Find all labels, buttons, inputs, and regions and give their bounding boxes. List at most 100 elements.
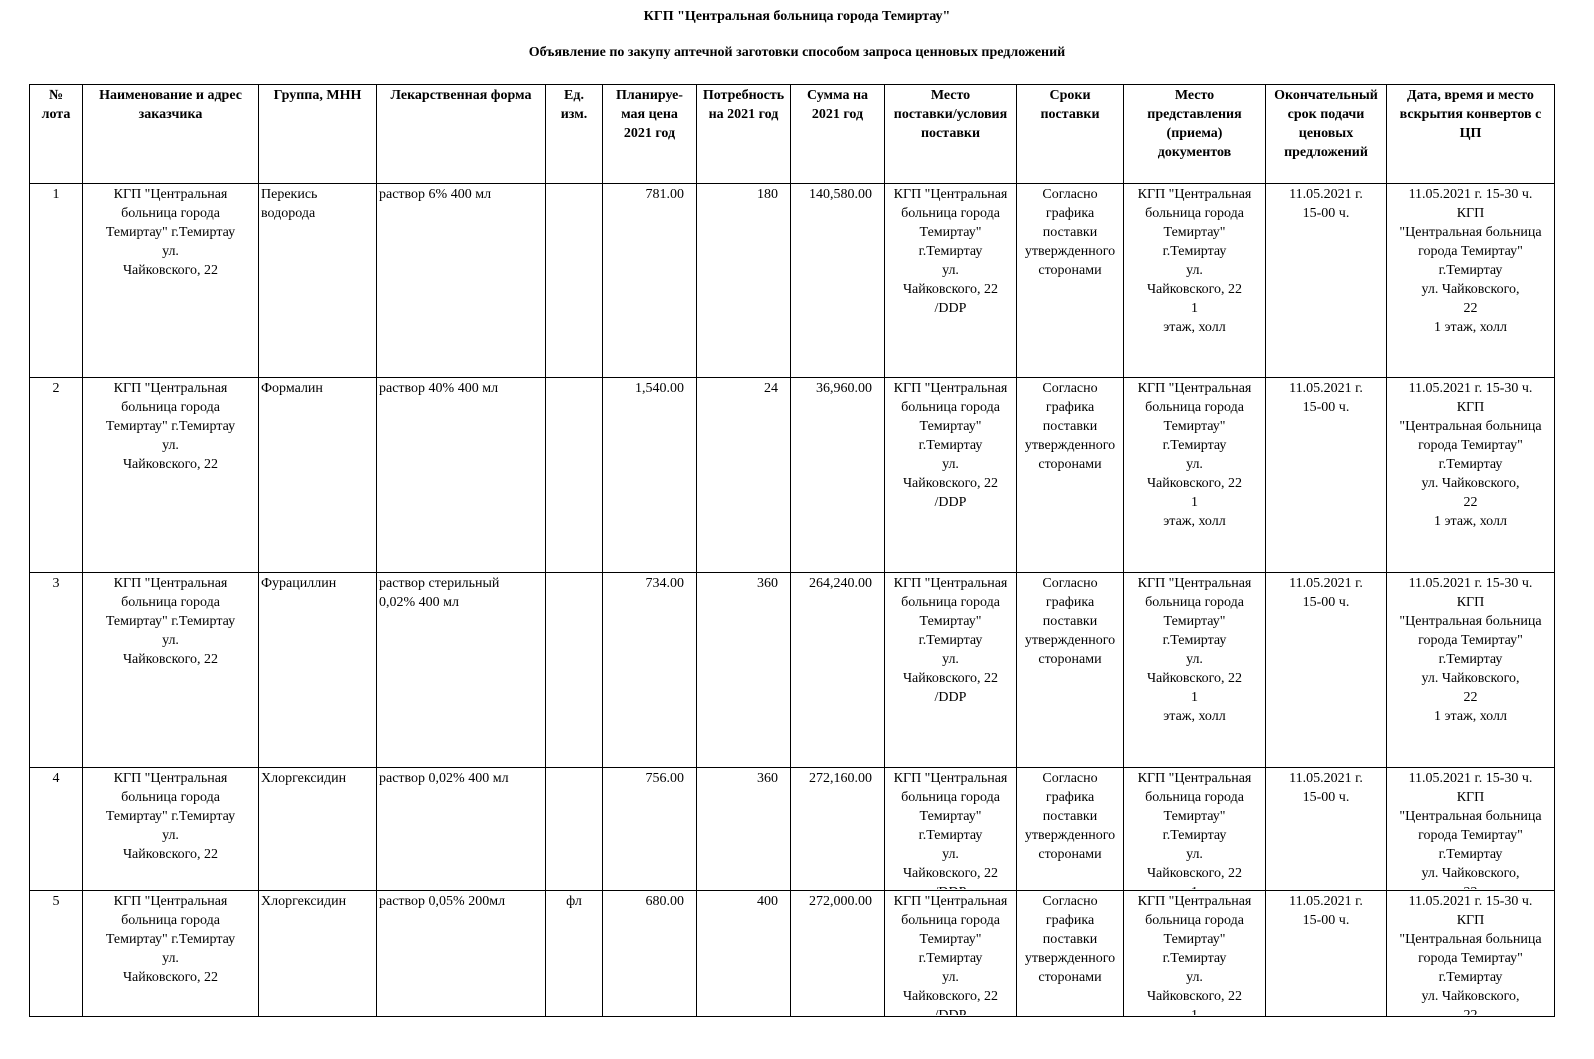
cell-text: раствор 6% 400 мл	[379, 187, 492, 202]
column-header: Сумма на 2021 год	[790, 84, 885, 184]
cell-text: раствор 0,05% 200мл	[379, 894, 506, 909]
cell-unit	[545, 572, 603, 768]
cell-sum: 272,160.00	[790, 767, 885, 891]
cell-text: 680.00	[645, 894, 685, 909]
cell-price: 781.00	[602, 183, 697, 378]
cell-opening: 11.05.2021 г. 15-30 ч. КГП "Центральная …	[1386, 890, 1555, 1017]
cell-text: 2	[52, 381, 60, 396]
cell-text: Согласно графика поставки утвержденного …	[1024, 894, 1116, 985]
cell-opening: 11.05.2021 г. 15-30 ч. КГП "Центральная …	[1386, 183, 1555, 378]
cell-text: 11.05.2021 г. 15-00 ч.	[1289, 894, 1363, 928]
cell-price: 680.00	[602, 890, 697, 1017]
table-row: 3 КГП "Центральная больница города Темирт…	[29, 572, 1555, 768]
cell-qty: 180	[696, 183, 791, 378]
cell-text: Согласно графика поставки утвержденного …	[1024, 381, 1116, 472]
cell-text: КГП "Центральная больница города Темирта…	[105, 381, 236, 472]
cell-text: 264,240.00	[809, 576, 872, 591]
cell-mnn: Фурациллин	[258, 572, 377, 768]
cell-lot: 3	[29, 572, 83, 768]
cell-text: 24	[764, 381, 778, 396]
cell-text: 11.05.2021 г. 15-30 ч. КГП "Центральная …	[1399, 576, 1542, 724]
cell-mnn: Хлоргексидин	[258, 890, 377, 1017]
cell-text: 11.05.2021 г. 15-30 ч. КГП "Центральная …	[1399, 381, 1542, 529]
column-header: Дата, время и место вскрытия конвертов с…	[1386, 84, 1555, 184]
cell-docs: КГП "Центральная больница города Темирта…	[1123, 377, 1266, 573]
cell-sum: 36,960.00	[790, 377, 885, 573]
cell-text: 360	[757, 576, 778, 591]
cell-opening: 11.05.2021 г. 15-30 ч. КГП "Центральная …	[1386, 377, 1555, 573]
table-row: 5 КГП "Центральная больница города Темирт…	[29, 890, 1555, 1017]
cell-deadline: 11.05.2021 г. 15-00 ч.	[1265, 767, 1387, 891]
cell-text	[548, 185, 600, 376]
column-header: Окончательный срок подачи ценовых предло…	[1265, 84, 1387, 184]
cell-form: раствор 0,05% 200мл	[376, 890, 546, 1017]
document-subtitle: Объявление по закупу аптечной заготовки …	[528, 45, 1066, 60]
cell-deadline: 11.05.2021 г. 15-00 ч.	[1265, 183, 1387, 378]
cell-opening: 11.05.2021 г. 15-30 ч. КГП "Центральная …	[1386, 572, 1555, 768]
cell-docs: КГП "Центральная больница города Темирта…	[1123, 890, 1266, 1017]
cell-text: 4	[52, 771, 60, 786]
cell-unit: фл	[545, 890, 603, 1017]
column-header: № лота	[29, 84, 83, 184]
cell-text: 11.05.2021 г. 15-00 ч.	[1289, 381, 1363, 415]
cell-mnn: Хлоргексидин	[258, 767, 377, 891]
cell-deadline: 11.05.2021 г. 15-00 ч.	[1265, 890, 1387, 1017]
table-row: 1 КГП "Центральная больница города Темирт…	[29, 183, 1555, 378]
cell-text: 180	[757, 187, 778, 202]
cell-qty: 360	[696, 767, 791, 891]
cell-opening: 11.05.2021 г. 15-30 ч. КГП "Центральная …	[1386, 767, 1555, 891]
cell-deadline: 11.05.2021 г. 15-00 ч.	[1265, 572, 1387, 768]
cell-text: 11.05.2021 г. 15-00 ч.	[1289, 576, 1363, 610]
cell-price: 734.00	[602, 572, 697, 768]
cell-text	[548, 574, 600, 766]
cell-text: 11.05.2021 г. 15-30 ч. КГП "Центральная …	[1399, 187, 1542, 335]
cell-text: 11.05.2021 г. 15-00 ч.	[1289, 771, 1363, 805]
cell-place: КГП "Центральная больница города Темирта…	[884, 890, 1017, 1017]
column-header: Потребность на 2021 год	[696, 84, 791, 184]
cell-terms: Согласно графика поставки утвержденного …	[1016, 767, 1124, 891]
cell-text: КГП "Центральная больница города Темирта…	[1137, 894, 1252, 1015]
cell-text: 11.05.2021 г. 15-30 ч. КГП "Центральная …	[1399, 894, 1542, 1015]
cell-text: Хлоргексидин	[261, 771, 347, 786]
cell-lot: 1	[29, 183, 83, 378]
cell-text: КГП "Центральная больница города Темирта…	[105, 771, 236, 862]
cell-text: КГП "Центральная больница города Темирта…	[893, 894, 1008, 1015]
cell-text: КГП "Центральная больница города Темирта…	[105, 187, 236, 278]
cell-text: 400	[757, 894, 778, 909]
column-header: Планируе- мая цена 2021 год	[602, 84, 697, 184]
cell-deadline: 11.05.2021 г. 15-00 ч.	[1265, 377, 1387, 573]
cell-price: 756.00	[602, 767, 697, 891]
cell-text: раствор 0,02% 400 мл	[379, 771, 509, 786]
cell-text: 1,540.00	[635, 381, 684, 396]
cell-text: 360	[757, 771, 778, 786]
table-row: 2 КГП "Центральная больница города Темирт…	[29, 377, 1555, 573]
cell-unit	[545, 377, 603, 573]
lots-table: № лота Наименование и адрес заказчика Груп…	[29, 84, 1555, 1017]
cell-form: раствор 0,02% 400 мл	[376, 767, 546, 891]
cell-text: КГП "Центральная больница города Темирта…	[1137, 576, 1252, 724]
cell-text: КГП "Центральная больница города Темирта…	[1137, 381, 1252, 529]
cell-lot: 4	[29, 767, 83, 891]
cell-customer: КГП "Центральная больница города Темирта…	[82, 767, 259, 891]
cell-text: Формалин	[261, 381, 323, 396]
cell-text: 1	[52, 187, 60, 202]
cell-text	[548, 379, 600, 571]
column-header: Сроки поставки	[1016, 84, 1124, 184]
cell-customer: КГП "Центральная больница города Темирта…	[82, 572, 259, 768]
cell-text: Фурациллин	[261, 576, 337, 591]
cell-text: КГП "Центральная больница города Темирта…	[1137, 771, 1252, 889]
cell-text: КГП "Центральная больница города Темирта…	[893, 771, 1008, 889]
cell-text: КГП "Центральная больница города Темирта…	[1137, 187, 1252, 335]
document-title: КГП "Центральная больница города Темирта…	[643, 9, 951, 24]
column-header: Группа, МНН	[258, 84, 377, 184]
cell-terms: Согласно графика поставки утвержденного …	[1016, 183, 1124, 378]
cell-terms: Согласно графика поставки утвержденного …	[1016, 377, 1124, 573]
cell-form: раствор 6% 400 мл	[376, 183, 546, 378]
cell-text: Перекись водорода	[261, 187, 318, 221]
cell-text	[548, 769, 600, 889]
cell-qty: 360	[696, 572, 791, 768]
cell-customer: КГП "Центральная больница города Темирта…	[82, 377, 259, 573]
cell-docs: КГП "Центральная больница города Темирта…	[1123, 767, 1266, 891]
cell-customer: КГП "Центральная больница города Темирта…	[82, 183, 259, 378]
cell-text: 140,580.00	[809, 187, 872, 202]
